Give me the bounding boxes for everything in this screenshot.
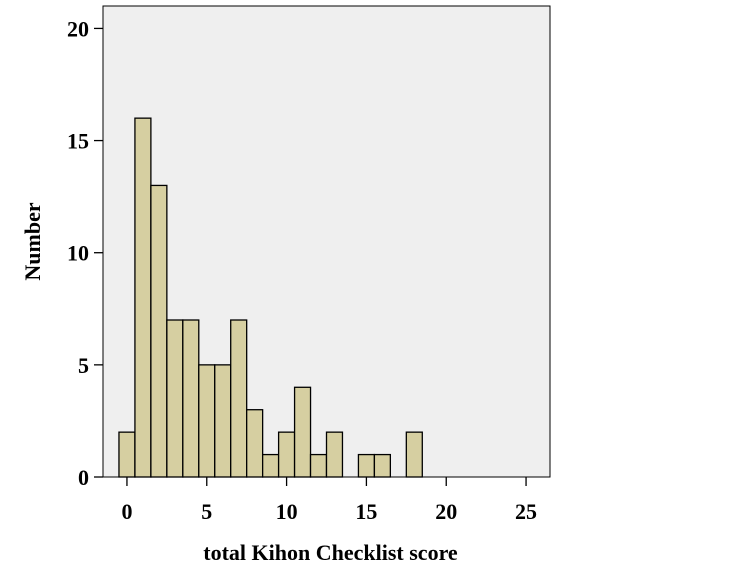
histogram-bar <box>277 431 296 478</box>
y-axis-title: Number <box>20 202 45 280</box>
histogram-bar <box>230 319 248 478</box>
y-tick-label: 5 <box>78 353 89 378</box>
histogram-bar <box>373 453 392 478</box>
x-axis: 0 5 10 15 20 25 <box>121 477 537 524</box>
x-tick-label: 5 <box>201 499 212 524</box>
x-tick-label: 10 <box>276 499 298 524</box>
y-tick-label: 15 <box>67 129 89 154</box>
histogram-bar <box>134 117 152 478</box>
histogram-bar <box>405 431 423 478</box>
histogram-bar <box>261 453 280 478</box>
histogram-bar <box>309 453 328 478</box>
histogram-bar <box>214 364 232 478</box>
x-tick-label: 15 <box>355 499 377 524</box>
histogram-bar <box>293 386 312 478</box>
y-tick-label: 0 <box>78 465 89 490</box>
histogram-bar <box>118 431 136 478</box>
histogram-bar <box>182 319 200 478</box>
histogram-bar <box>150 184 168 478</box>
histogram-bar <box>166 319 184 478</box>
y-tick-label: 10 <box>67 241 89 266</box>
bar-group <box>118 117 423 478</box>
histogram-bar <box>198 364 216 478</box>
x-tick-label: 0 <box>121 499 132 524</box>
histogram-bar <box>325 431 344 478</box>
x-tick-label: 25 <box>515 499 537 524</box>
x-tick-label: 20 <box>435 499 457 524</box>
histogram-bar <box>246 409 264 478</box>
y-tick-label: 20 <box>67 16 89 41</box>
histogram-bar <box>357 453 376 478</box>
x-axis-title: total Kihon Checklist score <box>203 540 458 565</box>
y-axis: 0 5 10 15 20 <box>67 16 103 490</box>
